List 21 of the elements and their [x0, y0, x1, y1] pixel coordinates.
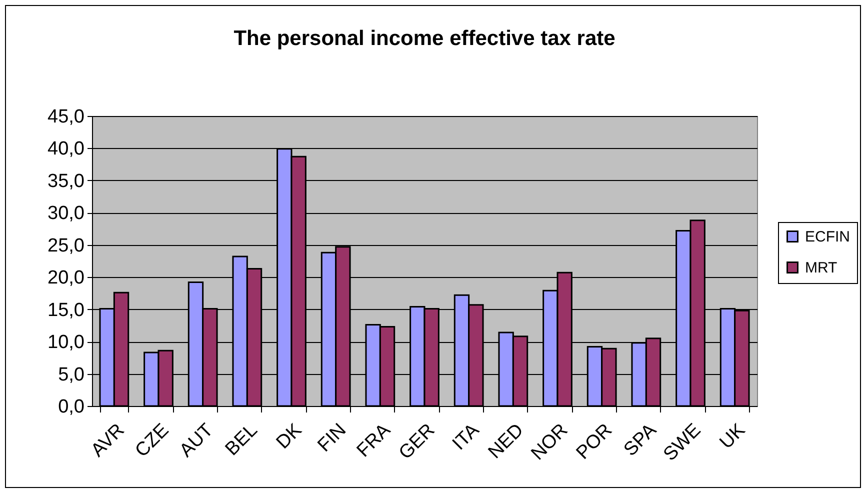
x-tick-label: FRA: [353, 420, 396, 462]
y-tick-label: 0,0: [58, 396, 84, 418]
x-tick-label: FIN: [314, 420, 350, 456]
x-tick-label: BEL: [222, 420, 262, 460]
y-tick-label: 30,0: [48, 203, 84, 224]
x-tick-label: SPA: [620, 420, 662, 461]
legend-label: MRT: [805, 260, 838, 276]
y-tick-label: 20,0: [48, 268, 84, 289]
y-tick-label: 35,0: [48, 170, 84, 192]
y-tick-label: 5,0: [58, 364, 84, 386]
y-tick-label: 10,0: [48, 332, 84, 354]
legend-label: ECFIN: [805, 228, 850, 246]
y-tick-label: 40,0: [48, 138, 84, 160]
y-tick-label: 45,0: [48, 106, 84, 128]
x-tick-label: CZE: [131, 420, 174, 462]
x-tick-label: ITA: [448, 420, 484, 455]
chart-title: The personal income effective tax rate: [234, 27, 616, 50]
x-tick-label: UK: [716, 420, 750, 454]
y-tick-label: 25,0: [48, 235, 84, 256]
y-tick-label: 15,0: [48, 300, 84, 321]
x-tick-label: DK: [272, 420, 306, 454]
